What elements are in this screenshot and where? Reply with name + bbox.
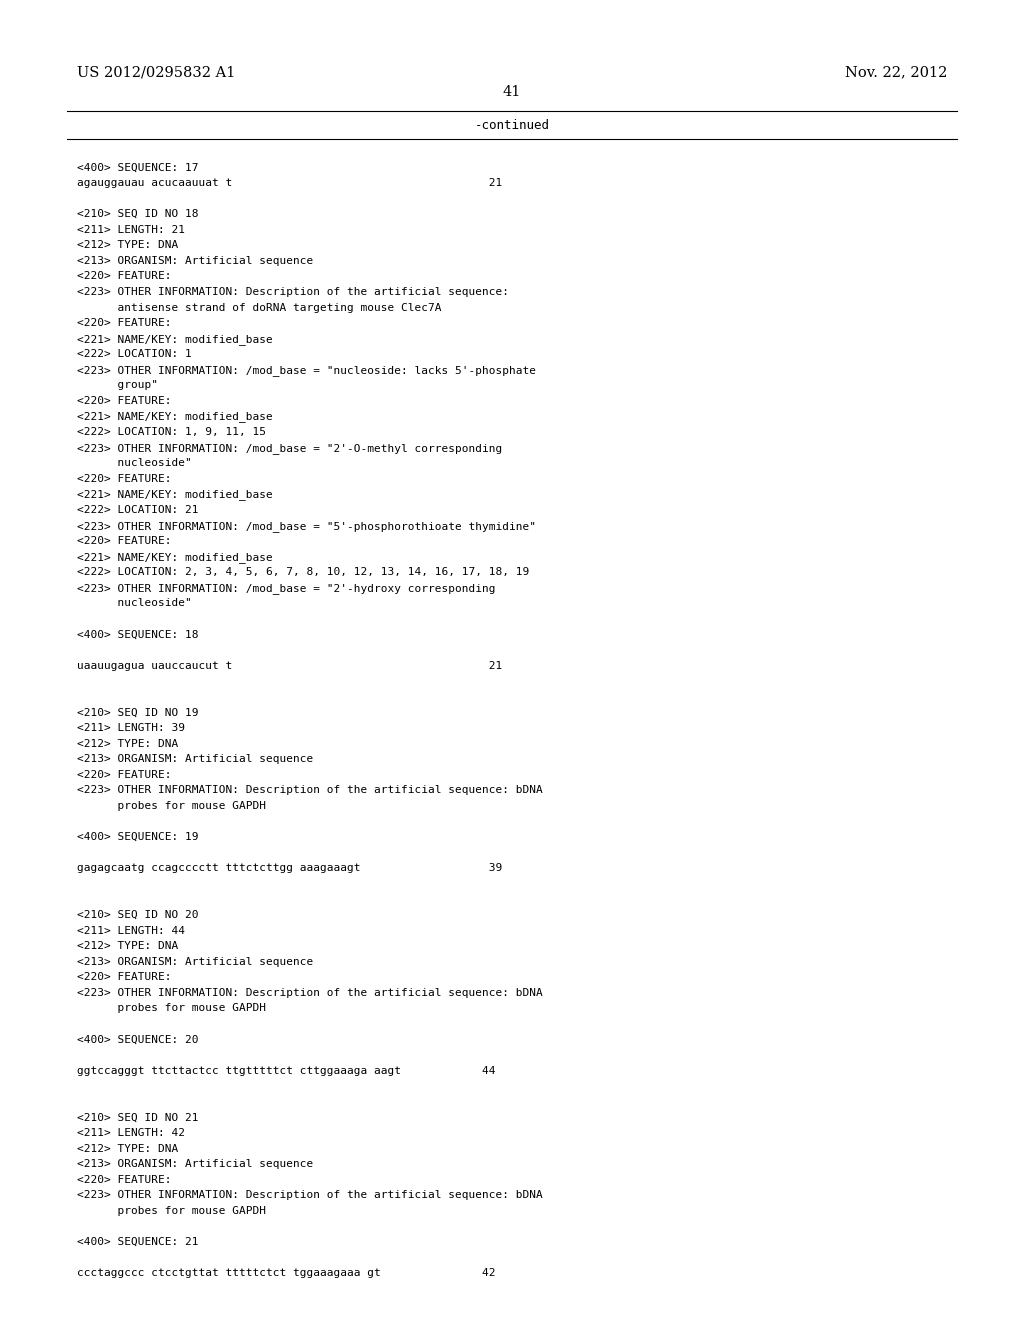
Text: <212> TYPE: DNA: <212> TYPE: DNA (77, 739, 178, 748)
Text: 41: 41 (503, 86, 521, 99)
Text: <223> OTHER INFORMATION: Description of the artificial sequence:: <223> OTHER INFORMATION: Description of … (77, 286, 509, 297)
Text: nucleoside": nucleoside" (77, 458, 191, 469)
Text: group": group" (77, 380, 158, 391)
Text: <223> OTHER INFORMATION: Description of the artificial sequence: bDNA: <223> OTHER INFORMATION: Description of … (77, 785, 543, 796)
Text: <220> FEATURE:: <220> FEATURE: (77, 318, 171, 329)
Text: <220> FEATURE:: <220> FEATURE: (77, 396, 171, 407)
Text: <400> SEQUENCE: 20: <400> SEQUENCE: 20 (77, 1035, 199, 1044)
Text: <220> FEATURE:: <220> FEATURE: (77, 536, 171, 546)
Text: US 2012/0295832 A1: US 2012/0295832 A1 (77, 66, 236, 79)
Text: <223> OTHER INFORMATION: /mod_base = "2'-hydroxy corresponding: <223> OTHER INFORMATION: /mod_base = "2'… (77, 583, 496, 594)
Text: probes for mouse GAPDH: probes for mouse GAPDH (77, 1206, 266, 1216)
Text: ccctaggccc ctcctgttat tttttctct tggaaagaaa gt               42: ccctaggccc ctcctgttat tttttctct tggaaaga… (77, 1269, 496, 1278)
Text: <220> FEATURE:: <220> FEATURE: (77, 1175, 171, 1185)
Text: probes for mouse GAPDH: probes for mouse GAPDH (77, 1003, 266, 1014)
Text: <211> LENGTH: 39: <211> LENGTH: 39 (77, 723, 184, 733)
Text: <220> FEATURE:: <220> FEATURE: (77, 474, 171, 484)
Text: <221> NAME/KEY: modified_base: <221> NAME/KEY: modified_base (77, 412, 272, 422)
Text: <400> SEQUENCE: 18: <400> SEQUENCE: 18 (77, 630, 199, 640)
Text: <222> LOCATION: 2, 3, 4, 5, 6, 7, 8, 10, 12, 13, 14, 16, 17, 18, 19: <222> LOCATION: 2, 3, 4, 5, 6, 7, 8, 10,… (77, 568, 529, 577)
Text: <221> NAME/KEY: modified_base: <221> NAME/KEY: modified_base (77, 552, 272, 562)
Text: <210> SEQ ID NO 19: <210> SEQ ID NO 19 (77, 708, 199, 718)
Text: <400> SEQUENCE: 19: <400> SEQUENCE: 19 (77, 832, 199, 842)
Text: <211> LENGTH: 44: <211> LENGTH: 44 (77, 925, 184, 936)
Text: Nov. 22, 2012: Nov. 22, 2012 (845, 66, 947, 79)
Text: <213> ORGANISM: Artificial sequence: <213> ORGANISM: Artificial sequence (77, 957, 313, 966)
Text: <223> OTHER INFORMATION: Description of the artificial sequence: bDNA: <223> OTHER INFORMATION: Description of … (77, 987, 543, 998)
Text: -continued: -continued (474, 119, 550, 132)
Text: <213> ORGANISM: Artificial sequence: <213> ORGANISM: Artificial sequence (77, 1159, 313, 1170)
Text: <223> OTHER INFORMATION: Description of the artificial sequence: bDNA: <223> OTHER INFORMATION: Description of … (77, 1191, 543, 1200)
Text: <222> LOCATION: 1, 9, 11, 15: <222> LOCATION: 1, 9, 11, 15 (77, 428, 266, 437)
Text: <223> OTHER INFORMATION: /mod_base = "5'-phosphorothioate thymidine": <223> OTHER INFORMATION: /mod_base = "5'… (77, 520, 536, 532)
Text: agauggauau acucaauuat t                                      21: agauggauau acucaauuat t 21 (77, 178, 502, 187)
Text: uaauugagua uauccaucut t                                      21: uaauugagua uauccaucut t 21 (77, 661, 502, 671)
Text: <212> TYPE: DNA: <212> TYPE: DNA (77, 1143, 178, 1154)
Text: <213> ORGANISM: Artificial sequence: <213> ORGANISM: Artificial sequence (77, 754, 313, 764)
Text: <222> LOCATION: 1: <222> LOCATION: 1 (77, 350, 191, 359)
Text: probes for mouse GAPDH: probes for mouse GAPDH (77, 801, 266, 810)
Text: <210> SEQ ID NO 20: <210> SEQ ID NO 20 (77, 909, 199, 920)
Text: <223> OTHER INFORMATION: /mod_base = "2'-O-methyl corresponding: <223> OTHER INFORMATION: /mod_base = "2'… (77, 442, 502, 454)
Text: <222> LOCATION: 21: <222> LOCATION: 21 (77, 506, 199, 515)
Text: <220> FEATURE:: <220> FEATURE: (77, 272, 171, 281)
Text: <223> OTHER INFORMATION: /mod_base = "nucleoside: lacks 5'-phosphate: <223> OTHER INFORMATION: /mod_base = "nu… (77, 364, 536, 376)
Text: <210> SEQ ID NO 18: <210> SEQ ID NO 18 (77, 209, 199, 219)
Text: <400> SEQUENCE: 21: <400> SEQUENCE: 21 (77, 1237, 199, 1247)
Text: <220> FEATURE:: <220> FEATURE: (77, 973, 171, 982)
Text: <221> NAME/KEY: modified_base: <221> NAME/KEY: modified_base (77, 490, 272, 500)
Text: <220> FEATURE:: <220> FEATURE: (77, 770, 171, 780)
Text: ggtccagggt ttcttactcc ttgtttttct cttggaaaga aagt            44: ggtccagggt ttcttactcc ttgtttttct cttggaa… (77, 1065, 496, 1076)
Text: <212> TYPE: DNA: <212> TYPE: DNA (77, 240, 178, 251)
Text: <212> TYPE: DNA: <212> TYPE: DNA (77, 941, 178, 952)
Text: <400> SEQUENCE: 17: <400> SEQUENCE: 17 (77, 162, 199, 173)
Text: <213> ORGANISM: Artificial sequence: <213> ORGANISM: Artificial sequence (77, 256, 313, 265)
Text: <211> LENGTH: 21: <211> LENGTH: 21 (77, 224, 184, 235)
Text: antisense strand of doRNA targeting mouse Clec7A: antisense strand of doRNA targeting mous… (77, 302, 441, 313)
Text: <221> NAME/KEY: modified_base: <221> NAME/KEY: modified_base (77, 334, 272, 345)
Text: <211> LENGTH: 42: <211> LENGTH: 42 (77, 1129, 184, 1138)
Text: <210> SEQ ID NO 21: <210> SEQ ID NO 21 (77, 1113, 199, 1122)
Text: nucleoside": nucleoside" (77, 598, 191, 609)
Text: gagagcaatg ccagcccctt tttctcttgg aaagaaagt                   39: gagagcaatg ccagcccctt tttctcttgg aaagaaa… (77, 863, 502, 874)
